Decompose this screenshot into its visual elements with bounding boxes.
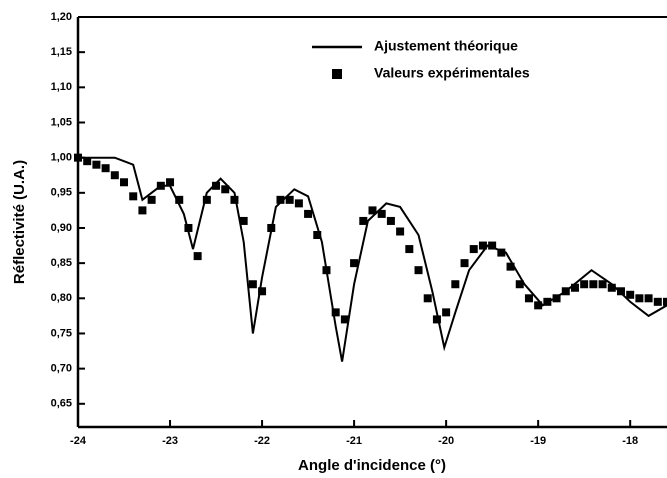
data-point [405, 245, 414, 254]
data-point [294, 199, 303, 208]
y-tick-label: 0,95 [51, 187, 72, 199]
theory-line [78, 156, 667, 362]
data-point [552, 294, 561, 303]
data-point [386, 216, 395, 225]
legend-marker [332, 69, 342, 79]
data-point [92, 160, 101, 169]
data-point [276, 195, 285, 204]
data-point [359, 216, 368, 225]
data-point [644, 294, 653, 303]
data-point [469, 245, 478, 254]
data-point [396, 227, 405, 236]
data-point [515, 280, 524, 289]
y-tick-label: 1,05 [51, 116, 72, 128]
y-tick-label: 0,85 [51, 257, 72, 269]
x-tick-label: -24 [70, 435, 87, 447]
data-point [626, 290, 635, 299]
data-point [147, 195, 156, 204]
data-point [83, 157, 92, 166]
x-tick-label: -18 [622, 435, 638, 447]
y-tick-label: 1,15 [51, 46, 72, 58]
data-point [221, 185, 230, 194]
data-point [340, 315, 349, 324]
data-point [561, 287, 570, 296]
data-point [653, 297, 662, 306]
x-axis-title: Angle d'incidence (°) [298, 457, 446, 474]
data-point [120, 178, 129, 187]
data-point [478, 241, 487, 250]
data-point [570, 283, 579, 292]
data-point [451, 280, 460, 289]
data-point [331, 308, 340, 317]
x-tick-label: -21 [346, 435, 362, 447]
data-point [285, 195, 294, 204]
y-axis-title: Réflectivité (U.A.) [11, 160, 28, 284]
data-point [267, 223, 276, 232]
y-tick-label: 0,65 [51, 398, 72, 410]
data-point [74, 153, 82, 162]
data-point [635, 294, 644, 303]
data-point [663, 297, 667, 306]
legend-text: Ajustement théorique [374, 38, 518, 54]
data-point [156, 181, 165, 190]
data-point [534, 301, 543, 310]
data-point [423, 294, 432, 303]
data-point [175, 195, 184, 204]
data-point [248, 280, 257, 289]
data-point [460, 259, 469, 268]
data-point [313, 231, 322, 240]
data-point [368, 206, 377, 215]
data-point [230, 195, 239, 204]
data-point [202, 195, 211, 204]
data-point [258, 287, 267, 296]
data-point [580, 280, 589, 289]
x-tick-label: -23 [162, 435, 178, 447]
data-point [166, 178, 175, 187]
data-point [350, 259, 359, 268]
x-tick-label: -22 [254, 435, 270, 447]
data-point [442, 308, 451, 317]
data-point [138, 206, 147, 215]
data-point [193, 252, 202, 261]
y-tick-label: 1,10 [51, 81, 72, 93]
y-tick-label: 0,90 [51, 222, 72, 234]
y-tick-label: 0,75 [51, 327, 72, 339]
data-point [414, 266, 423, 275]
y-tick-label: 0,80 [51, 292, 72, 304]
data-point [598, 280, 607, 289]
y-tick-label: 1,20 [51, 11, 72, 23]
data-point [212, 181, 221, 190]
legend-text: Valeurs expérimentales [374, 65, 530, 81]
data-point [239, 216, 248, 225]
data-point [616, 287, 625, 296]
data-point [184, 223, 193, 232]
data-point [377, 209, 386, 218]
data-point [322, 266, 331, 275]
data-point [543, 297, 552, 306]
y-tick-label: 0,70 [51, 363, 72, 375]
x-tick-label: -19 [530, 435, 546, 447]
data-point [304, 209, 313, 218]
data-point [607, 283, 616, 292]
data-point [129, 192, 138, 201]
data-point [497, 248, 506, 257]
data-point [589, 280, 598, 289]
data-point [524, 294, 533, 303]
data-point [506, 262, 515, 271]
data-point [488, 241, 497, 250]
x-tick-label: -20 [438, 435, 454, 447]
data-point [101, 164, 110, 173]
y-tick-label: 1,00 [51, 152, 72, 164]
data-point [110, 171, 119, 180]
data-point [432, 315, 441, 324]
